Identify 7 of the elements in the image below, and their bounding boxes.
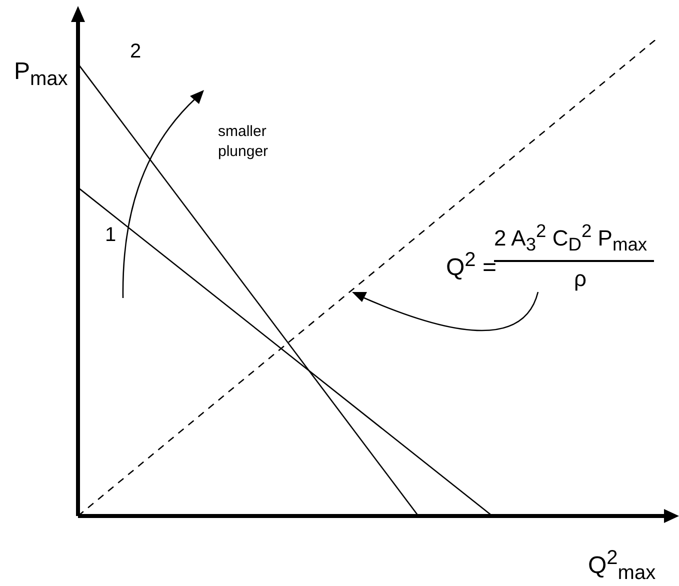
annotation: Q$^{2}$ = xyxy=(446,249,496,281)
text: 2 xyxy=(130,40,142,62)
annotation: ρ xyxy=(574,266,587,291)
y-axis-title: P$_{max}$ xyxy=(14,58,68,90)
annotation: 2 A$_{3}$$^{2}$ C$_{D}$$^{2}$ P$_{max}$ xyxy=(494,220,648,255)
series-label: 1 xyxy=(105,224,116,246)
annotation: smaller plunger xyxy=(218,122,270,161)
